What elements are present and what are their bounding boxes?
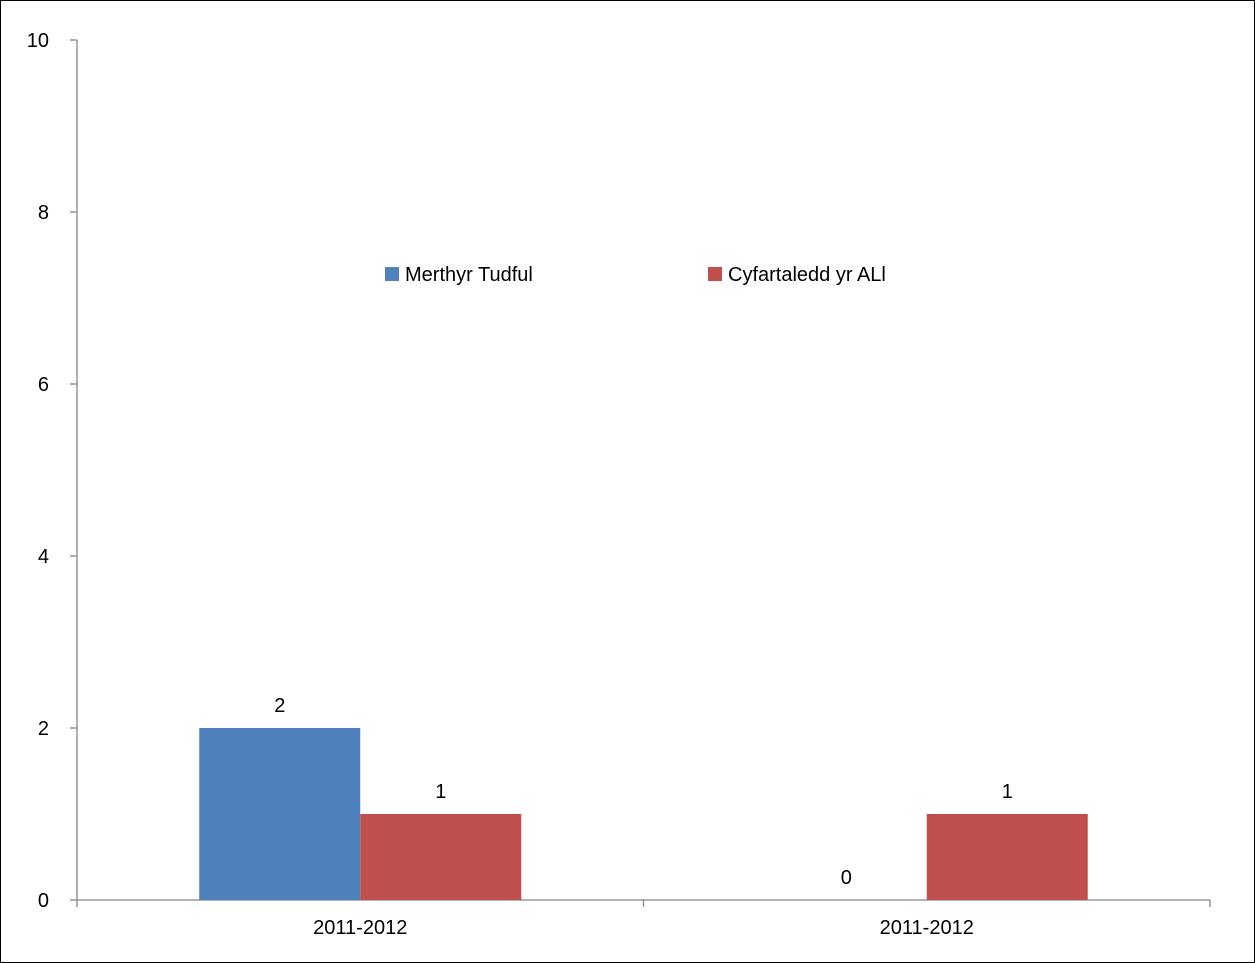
data-labels: 201 1 <box>274 695 1013 889</box>
y-tick-label: 4 <box>38 546 49 568</box>
legend-swatch <box>385 267 399 281</box>
x-axis-ticks: 2011-2012 2011-2012 <box>76 900 1211 939</box>
y-tick-label: 10 <box>27 30 49 52</box>
legend-label: Merthyr Tudful <box>405 264 533 286</box>
legend-swatch <box>708 267 722 281</box>
data-label: 0 <box>841 867 852 889</box>
x-tick-label: 2011-2012 <box>880 917 974 939</box>
y-tick-label: 0 <box>38 890 49 912</box>
bar <box>926 814 1088 900</box>
y-tick-label: 8 <box>38 202 49 224</box>
y-tick-label: 2 <box>38 718 49 740</box>
y-axis-ticks: 0 2 4 6 8 10 <box>27 30 77 912</box>
bar <box>360 814 522 900</box>
data-label: 1 <box>435 781 446 803</box>
legend-label: Cyfartaledd yr ALl <box>728 264 886 286</box>
legend: Merthyr Tudful Cyfartaledd yr ALl <box>385 264 886 286</box>
data-label: 2 <box>274 695 285 717</box>
bars <box>199 728 1088 900</box>
bar <box>199 728 361 900</box>
data-label: 1 <box>1002 781 1013 803</box>
x-tick-label: 2011-2012 <box>313 917 407 939</box>
y-tick-label: 6 <box>38 374 49 396</box>
